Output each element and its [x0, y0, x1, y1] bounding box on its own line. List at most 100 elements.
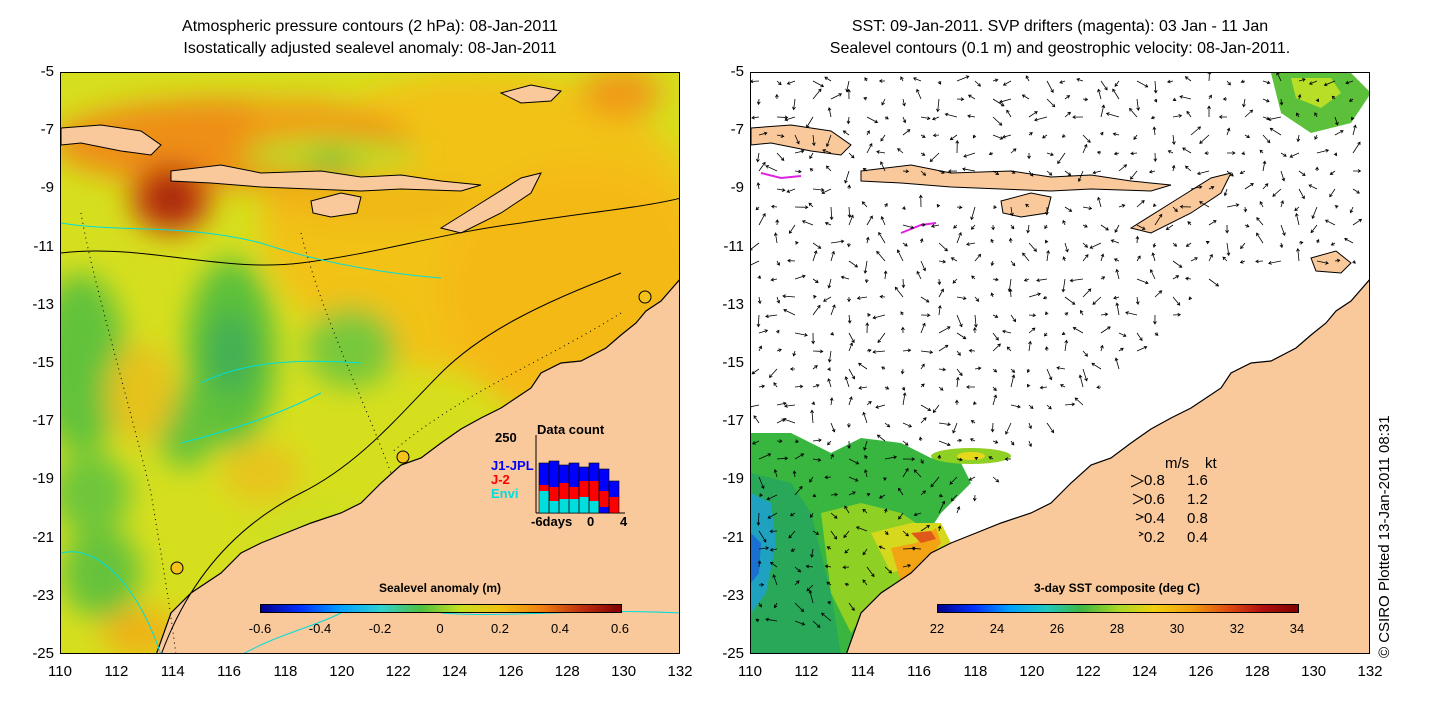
velocity-arrow [769, 529, 778, 534]
velocity-arrow [1172, 312, 1182, 317]
velocity-arrow [866, 493, 871, 497]
velocity-arrow [970, 206, 976, 221]
velocity-arrow [1244, 183, 1254, 190]
sealevel-anomaly-map[interactable]: Data count 250 J1-JPL J-2 Envi -6days 0 … [60, 72, 680, 654]
velocity-arrow [848, 491, 856, 496]
velocity-arrow [1239, 170, 1246, 175]
velocity-arrow [866, 130, 870, 136]
velocity-arrow [758, 476, 765, 490]
velocity-arrow [1082, 368, 1088, 382]
velocity-arrow [1296, 134, 1301, 143]
velocity-arrow [992, 332, 999, 341]
x-tick-label: 126 [498, 663, 524, 680]
velocity-arrow [861, 201, 868, 208]
velocity-legend-kt-0: 1.6 [1187, 472, 1208, 489]
velocity-arrow [1028, 340, 1032, 352]
velocity-arrow [916, 270, 922, 280]
velocity-arrow [1039, 385, 1048, 390]
velocity-arrow [992, 476, 1000, 483]
velocity-arrow [826, 581, 832, 586]
velocity-arrow [1262, 134, 1271, 144]
velocity-arrow [755, 206, 760, 211]
velocity-arrow [1062, 256, 1067, 262]
velocity-arrow [855, 526, 868, 532]
colorbar-tick-label: 0.4 [550, 621, 570, 636]
velocity-arrow [877, 332, 886, 344]
velocity-arrow [930, 224, 940, 228]
velocity-legend-kt-2: 0.8 [1187, 510, 1208, 527]
velocity-arrow [1064, 170, 1072, 176]
velocity-arrow [751, 260, 760, 266]
velocity-arrow [757, 296, 762, 305]
velocity-arrow [971, 275, 976, 280]
y-tick-label: -5 [730, 63, 744, 80]
velocity-arrow [812, 458, 822, 462]
velocity-arrow [1151, 252, 1156, 262]
velocity-arrow [1072, 327, 1084, 334]
velocity-arrow [902, 224, 915, 230]
velocity-arrow [1316, 148, 1330, 154]
velocity-arrow [1114, 80, 1120, 87]
velocity-arrow [1005, 422, 1012, 435]
velocity-arrow [944, 112, 958, 118]
velocity-arrow-field [751, 73, 1363, 628]
velocity-arrow [1308, 184, 1318, 190]
velocity-arrow [1218, 115, 1228, 119]
velocity-arrow [920, 152, 926, 156]
velocity-arrow [1188, 296, 1193, 301]
velocity-arrow [1243, 206, 1248, 213]
velocity-arrow [901, 326, 905, 334]
velocity-arrow [938, 493, 943, 498]
velocity-arrow [1092, 296, 1102, 305]
velocity-arrow [920, 525, 930, 532]
velocity-arrow [1022, 252, 1030, 262]
sst-velocity-map[interactable]: m/s kt 0.8 1.6 0.6 1.2 0.4 0.8 0.2 0.4 3… [750, 72, 1370, 654]
velocity-arrow [1239, 260, 1246, 264]
velocity-arrow [878, 545, 886, 550]
velocity-arrow [766, 494, 778, 501]
velocity-arrow [846, 116, 851, 125]
velocity-arrow [974, 296, 980, 302]
velocity-arrow [794, 384, 804, 389]
velocity-arrow [812, 349, 824, 354]
velocity-arrow [1352, 218, 1363, 226]
left-title-line2: Isostatically adjusted sealevel anomaly:… [183, 40, 557, 57]
velocity-arrow [794, 134, 800, 145]
x-tick-label: 116 [907, 663, 932, 680]
velocity-arrow [1269, 127, 1282, 136]
velocity-arrow [938, 500, 946, 514]
velocity-arrow [883, 508, 888, 514]
velocity-arrow [863, 96, 868, 101]
velocity-arrow [1133, 134, 1138, 141]
velocity-arrow [1010, 314, 1017, 323]
velocity-arrow [1153, 152, 1158, 162]
x-tick-label: 132 [1357, 663, 1383, 680]
velocity-arrow [1028, 327, 1036, 334]
y-tick-label: -19 [32, 470, 54, 488]
velocity-arrow [848, 342, 854, 352]
velocity-arrow [769, 561, 778, 568]
velocity-arrow [1100, 253, 1105, 262]
velocity-arrow [844, 170, 850, 184]
velocity-arrow [1002, 134, 1012, 139]
x-tick-label: 114 [850, 663, 875, 680]
velocity-arrow [1223, 188, 1228, 197]
velocity-arrow [1150, 115, 1156, 120]
velocity-arrow [756, 182, 761, 190]
velocity-arrow [1330, 242, 1336, 246]
velocity-arrow [990, 238, 994, 244]
velocity-arrow [1042, 295, 1048, 300]
velocity-arrow [1046, 80, 1054, 93]
velocity-arrow [1255, 259, 1264, 264]
velocity-arrow [972, 401, 977, 406]
inset-series-envi: Envi [491, 486, 519, 501]
velocity-arrow [896, 249, 904, 262]
y-tick-label: -9 [40, 179, 54, 197]
velocity-arrow [972, 134, 977, 139]
velocity-arrow [1222, 256, 1228, 262]
velocity-arrow [864, 278, 869, 284]
velocity-arrow [844, 505, 850, 514]
velocity-arrow [1044, 311, 1049, 316]
velocity-arrow [1028, 404, 1034, 409]
velocity-arrow [751, 115, 760, 120]
